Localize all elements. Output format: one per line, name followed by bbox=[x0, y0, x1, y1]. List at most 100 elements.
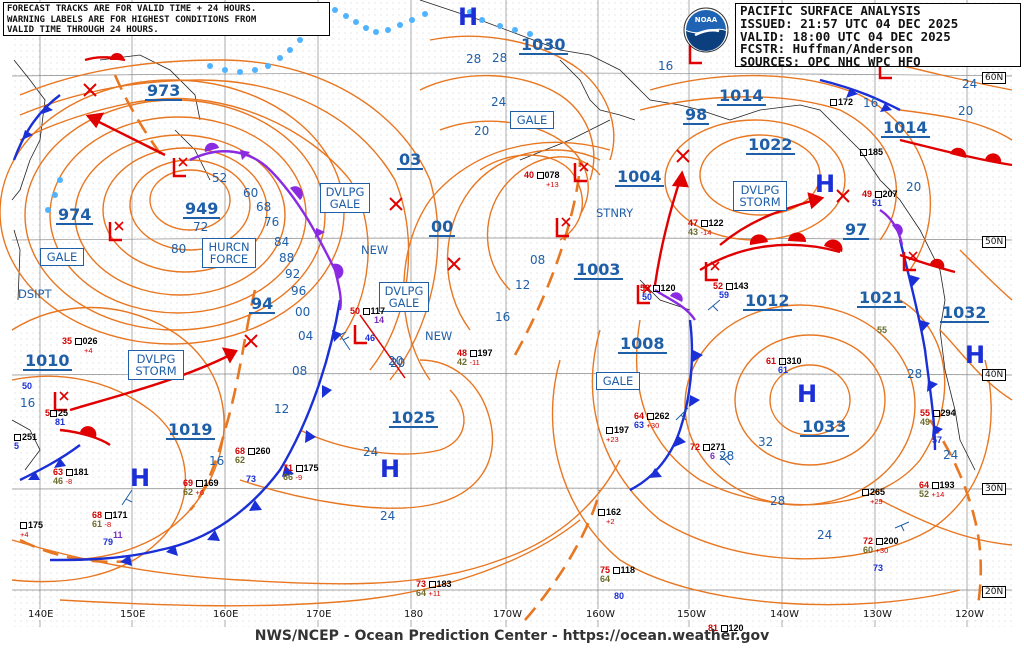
station-plot: 185 bbox=[860, 148, 883, 157]
station-plot: 5 25 81 bbox=[45, 409, 68, 427]
issued-line: ISSUED: 21:57 UTC 04 DEC 2025 bbox=[740, 15, 959, 31]
isobar-label: 88 bbox=[279, 251, 295, 265]
temperature: 64 bbox=[919, 480, 930, 490]
warning-box-developing-gale: DVLPG GALE bbox=[379, 282, 429, 312]
pressure: 078 bbox=[544, 170, 560, 180]
map-footer-credit: NWS/NCEP - Ocean Prediction Center - htt… bbox=[254, 628, 770, 644]
station-plot: 80 bbox=[614, 592, 624, 601]
pressure-value: 94 bbox=[249, 294, 276, 314]
pressure: 193 bbox=[939, 480, 955, 490]
pressure: 260 bbox=[255, 446, 271, 456]
station-plot: 72 271 6 bbox=[690, 443, 726, 461]
station-plot: 73 183 64 +11 bbox=[416, 580, 452, 599]
noaa-logo-icon: NOAA bbox=[683, 7, 729, 53]
pressure-tendency: -9 bbox=[295, 473, 303, 482]
pressure: 026 bbox=[82, 336, 98, 346]
stationary-label: STNRY bbox=[596, 206, 634, 220]
temperature: 55 bbox=[920, 408, 931, 418]
sources-line: SOURCES: OPC NHC WPC HFO bbox=[740, 54, 921, 70]
pressure-tendency: +14 bbox=[931, 490, 945, 499]
station-plot: 69 169 62 +6 bbox=[183, 478, 219, 498]
dewpoint: 80 bbox=[614, 591, 625, 601]
isobar-label: 00 bbox=[295, 305, 311, 319]
longitude-label: 160E bbox=[211, 609, 241, 620]
temperature: 40 bbox=[524, 170, 535, 180]
note-line-1: FORECAST TRACKS ARE FOR VALID TIME + 24 … bbox=[7, 4, 257, 14]
temperature: 50 bbox=[350, 306, 361, 316]
isobar-label: 20 bbox=[388, 354, 404, 368]
pressure: 117 bbox=[370, 306, 386, 316]
warning-box-hurricane-force: HURCN FORCE bbox=[202, 238, 256, 268]
isobar-label: 20 bbox=[390, 356, 406, 370]
pressure-value: 1012 bbox=[743, 291, 792, 311]
station-plot: 172 bbox=[830, 98, 853, 107]
station-plot: 55 bbox=[877, 326, 887, 335]
latitude-label: 50N bbox=[982, 236, 1007, 248]
pressure-tendency: +6 bbox=[195, 488, 205, 497]
pressure-value: 1022 bbox=[746, 135, 795, 155]
pressure: 169 bbox=[203, 478, 219, 488]
station-plot: 68 171 61 -8 bbox=[92, 511, 128, 530]
isobar-label: 16 bbox=[495, 310, 511, 324]
pressure-value: 00 bbox=[429, 217, 456, 237]
isobar-label: 16 bbox=[209, 454, 225, 468]
dewpoint: 46 bbox=[53, 476, 64, 486]
dewpoint: 51 bbox=[872, 198, 883, 208]
high-pressure-center: H bbox=[130, 464, 151, 492]
temperature: 5 bbox=[45, 408, 51, 418]
latitude-label: 40N bbox=[982, 369, 1007, 381]
pressure: 162 bbox=[606, 507, 622, 517]
isobar-label: 28 bbox=[719, 449, 735, 463]
isobar-label: 12 bbox=[274, 402, 290, 416]
warning-text: GALE bbox=[602, 374, 634, 388]
warning-text: STORM bbox=[135, 364, 177, 378]
pressure: 172 bbox=[838, 97, 854, 107]
temperature: 47 bbox=[688, 218, 699, 228]
pressure-tendency: +4 bbox=[84, 346, 93, 355]
pressure-tendency: +11 bbox=[428, 589, 441, 598]
warning-text: GALE bbox=[329, 197, 361, 211]
pressure-tendency: -14 bbox=[700, 228, 712, 237]
pressure: 120 bbox=[660, 283, 676, 293]
pressure-tendency: +4 bbox=[20, 530, 29, 539]
station-plot: 49 207 51 bbox=[862, 190, 898, 208]
warning-text: DVLPG bbox=[384, 284, 424, 298]
pressure: 197 bbox=[614, 425, 630, 435]
temperature: 49 bbox=[862, 189, 873, 199]
pressure: 207 bbox=[882, 189, 898, 199]
high-pressure-center: H bbox=[380, 455, 401, 483]
station-plot: 57 bbox=[932, 436, 942, 445]
dissipating-label: DSIPT bbox=[18, 287, 52, 301]
temperature: 61 bbox=[766, 356, 777, 366]
station-plot: 50 120 50 bbox=[640, 284, 676, 302]
longitude-label: 180 bbox=[402, 609, 426, 620]
longitude-label: 170W bbox=[491, 609, 524, 620]
longitude-label: 150E bbox=[118, 609, 148, 620]
isobar-label: 16 bbox=[658, 59, 674, 73]
isobar-label: 08 bbox=[530, 253, 546, 267]
pressure-tendency: +29 bbox=[870, 497, 883, 506]
forecaster-line: FCSTR: Huffman/Anderson bbox=[740, 41, 914, 57]
low-centers bbox=[53, 45, 918, 412]
dewpoint: 59 bbox=[719, 290, 730, 300]
pressure-value: 1033 bbox=[800, 417, 849, 437]
dewpoint: 52 bbox=[919, 489, 930, 499]
new-label: NEW bbox=[361, 243, 389, 257]
temperature: 72 bbox=[690, 442, 701, 452]
station-plot: 265 +29 bbox=[862, 488, 885, 506]
warning-box-gale: GALE bbox=[510, 111, 554, 129]
dewpoint: 57 bbox=[932, 435, 943, 445]
station-plot: 64 193 52 +14 bbox=[919, 480, 955, 500]
dewpoint: 81 bbox=[55, 417, 66, 427]
station-plot: 81 120 bbox=[708, 624, 744, 633]
longitude-label: 150W bbox=[675, 609, 708, 620]
temperature: 50 bbox=[22, 381, 33, 391]
isobar-label: 16 bbox=[20, 396, 36, 410]
isobar-label: 24 bbox=[817, 528, 833, 542]
pressure: 120 bbox=[728, 623, 744, 633]
station-plot: 251 5 bbox=[14, 433, 37, 451]
dewpoint: 73 bbox=[873, 563, 884, 573]
pressure-tendency: +30 bbox=[875, 546, 889, 555]
pressure-value: 03 bbox=[397, 150, 424, 170]
